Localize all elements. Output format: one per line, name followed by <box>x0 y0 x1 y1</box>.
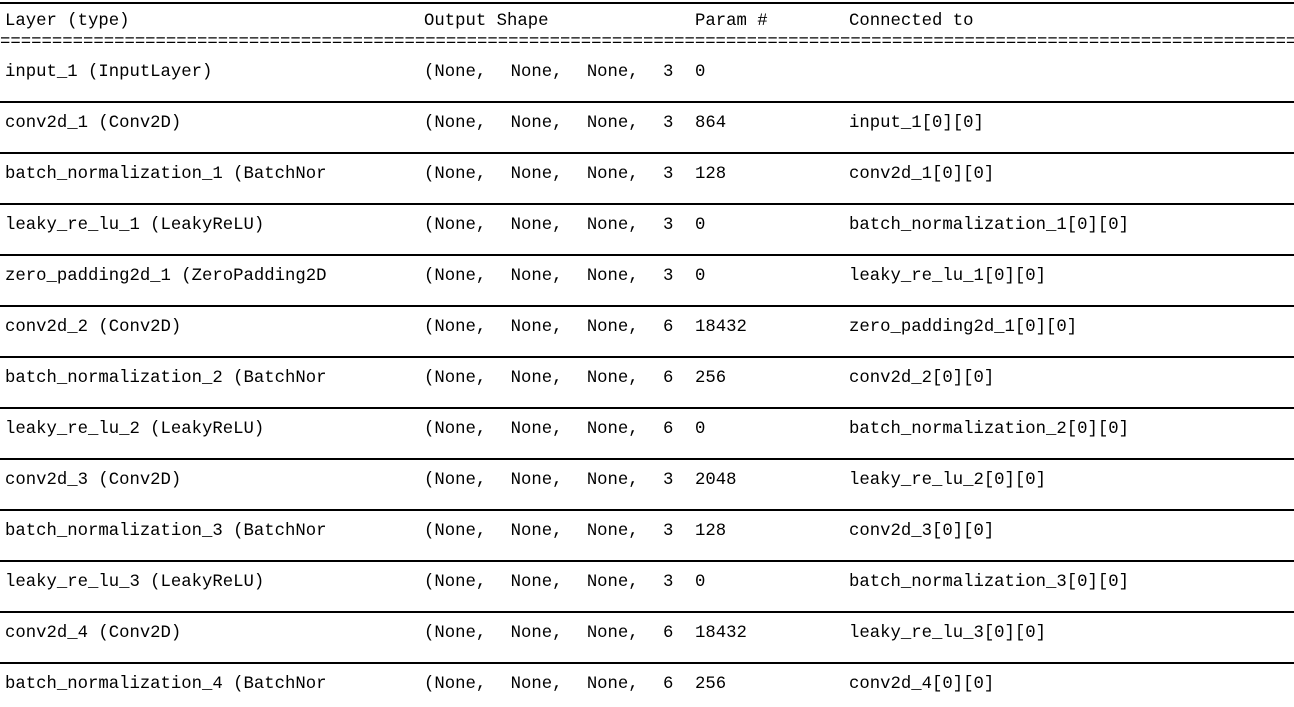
output-shape-cell: (None, None, None, 3 <box>424 573 674 592</box>
header-double-rule: ========================================… <box>0 33 1294 52</box>
param-count-cell: 0 <box>695 573 706 592</box>
column-header-connected-to: Connected to <box>849 12 974 31</box>
table-header: Layer (type) Output Shape Param # Connec… <box>0 10 1294 34</box>
layer-cell: batch_normalization_2 (BatchNor <box>5 369 327 388</box>
connected-to-cell: leaky_re_lu_1[0][0] <box>849 267 1047 286</box>
connected-to-cell: batch_normalization_2[0][0] <box>849 420 1130 439</box>
layer-cell: conv2d_3 (Conv2D) <box>5 471 182 490</box>
output-shape-cell: (None, None, None, 3 <box>424 216 674 235</box>
layer-cell: leaky_re_lu_1 (LeakyReLU) <box>5 216 265 235</box>
output-shape-cell: (None, None, None, 6 <box>424 675 674 694</box>
output-shape-cell: (None, None, None, 6 <box>424 420 674 439</box>
table-body: input_1 (InputLayer) (None, None, None, … <box>0 52 1294 707</box>
layer-cell: leaky_re_lu_2 (LeakyReLU) <box>5 420 265 439</box>
connected-to-cell: zero_padding2d_1[0][0] <box>849 318 1078 337</box>
layer-cell: conv2d_1 (Conv2D) <box>5 114 182 133</box>
output-shape-cell: (None, None, None, 3 <box>424 471 674 490</box>
table-row: leaky_re_lu_2 (LeakyReLU) (None, None, N… <box>0 409 1294 460</box>
column-header-layer-type: Layer (type) <box>5 12 130 31</box>
output-shape-cell: (None, None, None, 3 <box>424 63 674 82</box>
param-count-cell: 18432 <box>695 318 747 337</box>
param-count-cell: 0 <box>695 63 706 82</box>
table-row: batch_normalization_3 (BatchNor (None, N… <box>0 511 1294 562</box>
column-header-output-shape: Output Shape <box>424 12 549 31</box>
connected-to-cell: input_1[0][0] <box>849 114 984 133</box>
param-count-cell: 18432 <box>695 624 747 643</box>
table-row: conv2d_1 (Conv2D) (None, None, None, 3 8… <box>0 103 1294 154</box>
layer-cell: batch_normalization_1 (BatchNor <box>5 165 327 184</box>
param-count-cell: 128 <box>695 165 727 184</box>
layer-cell: conv2d_4 (Conv2D) <box>5 624 182 643</box>
connected-to-cell: batch_normalization_3[0][0] <box>849 573 1130 592</box>
layer-cell: conv2d_2 (Conv2D) <box>5 318 182 337</box>
connected-to-cell: conv2d_3[0][0] <box>849 522 995 541</box>
table-row: batch_normalization_1 (BatchNor (None, N… <box>0 154 1294 205</box>
output-shape-cell: (None, None, None, 3 <box>424 522 674 541</box>
output-shape-cell: (None, None, None, 3 <box>424 165 674 184</box>
output-shape-cell: (None, None, None, 3 <box>424 267 674 286</box>
table-row: batch_normalization_2 (BatchNor (None, N… <box>0 358 1294 409</box>
table-row: leaky_re_lu_1 (LeakyReLU) (None, None, N… <box>0 205 1294 256</box>
output-shape-cell: (None, None, None, 6 <box>424 624 674 643</box>
table-row: zero_padding2d_1 (ZeroPadding2D (None, N… <box>0 256 1294 307</box>
layer-cell: input_1 (InputLayer) <box>5 63 213 82</box>
table-row: leaky_re_lu_3 (LeakyReLU) (None, None, N… <box>0 562 1294 613</box>
param-count-cell: 256 <box>695 369 727 388</box>
table-row: conv2d_3 (Conv2D) (None, None, None, 3 2… <box>0 460 1294 511</box>
top-rule <box>0 2 1294 4</box>
layer-cell: leaky_re_lu_3 (LeakyReLU) <box>5 573 265 592</box>
param-count-cell: 128 <box>695 522 727 541</box>
connected-to-cell: leaky_re_lu_2[0][0] <box>849 471 1047 490</box>
param-count-cell: 0 <box>695 216 706 235</box>
output-shape-cell: (None, None, None, 3 <box>424 114 674 133</box>
layer-cell: batch_normalization_3 (BatchNor <box>5 522 327 541</box>
output-shape-cell: (None, None, None, 6 <box>424 318 674 337</box>
connected-to-cell: conv2d_4[0][0] <box>849 675 995 694</box>
param-count-cell: 0 <box>695 267 706 286</box>
table-row: conv2d_4 (Conv2D) (None, None, None, 6 1… <box>0 613 1294 664</box>
connected-to-cell: conv2d_2[0][0] <box>849 369 995 388</box>
param-count-cell: 256 <box>695 675 727 694</box>
connected-to-cell: leaky_re_lu_3[0][0] <box>849 624 1047 643</box>
connected-to-cell: conv2d_1[0][0] <box>849 165 995 184</box>
param-count-cell: 2048 <box>695 471 737 490</box>
param-count-cell: 864 <box>695 114 727 133</box>
output-shape-cell: (None, None, None, 6 <box>424 369 674 388</box>
connected-to-cell: batch_normalization_1[0][0] <box>849 216 1130 235</box>
layer-cell: batch_normalization_4 (BatchNor <box>5 675 327 694</box>
table-row: conv2d_2 (Conv2D) (None, None, None, 6 1… <box>0 307 1294 358</box>
table-row: batch_normalization_4 (BatchNor (None, N… <box>0 664 1294 707</box>
layer-cell: zero_padding2d_1 (ZeroPadding2D <box>5 267 327 286</box>
param-count-cell: 0 <box>695 420 706 439</box>
table-row: input_1 (InputLayer) (None, None, None, … <box>0 52 1294 103</box>
column-header-param-count: Param # <box>695 12 768 31</box>
